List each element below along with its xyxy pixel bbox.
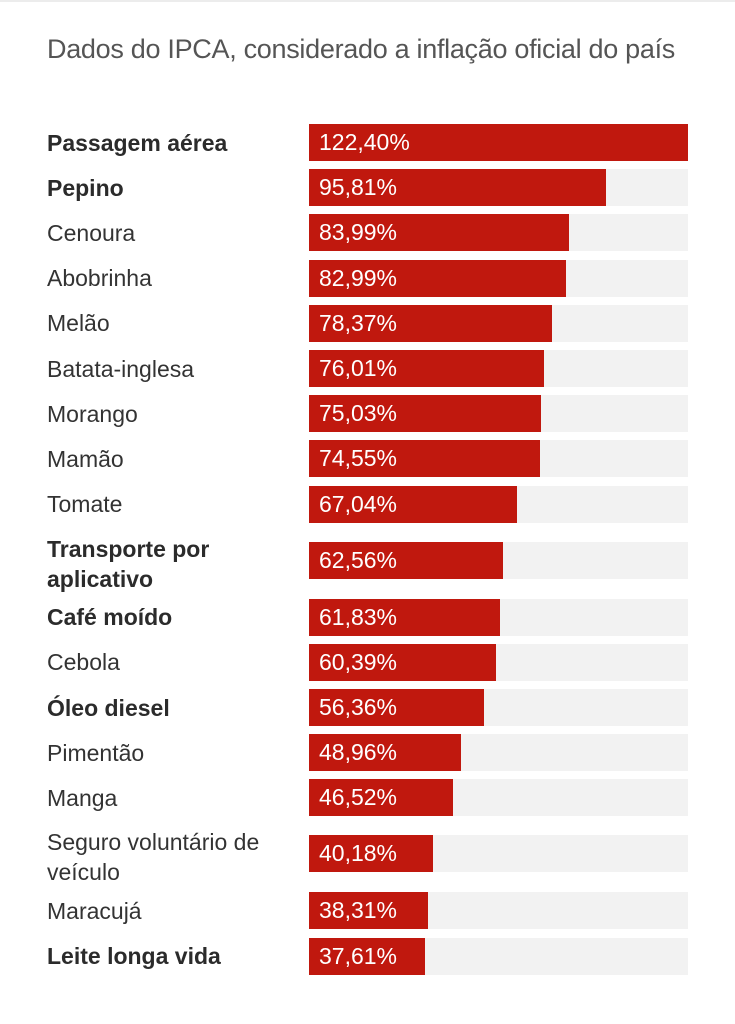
bar-track: 75,03% (309, 395, 688, 433)
top-divider (0, 0, 735, 2)
bar (309, 124, 688, 161)
data-label: 67,04% (319, 490, 398, 517)
data-label: 122,40% (319, 129, 410, 155)
category-label: Maracujá (47, 897, 142, 924)
bar-track: 95,81% (309, 169, 688, 207)
data-label: 83,99% (319, 219, 398, 246)
data-label: 40,18% (319, 840, 398, 867)
category-label: Manga (47, 784, 118, 811)
category-label: Cenoura (47, 219, 136, 246)
data-label: 37,61% (319, 942, 398, 969)
bar (309, 350, 545, 387)
bar (309, 395, 542, 433)
bar-track: 122,40% (309, 124, 688, 161)
data-label: 60,39% (319, 648, 398, 675)
bar (309, 304, 552, 342)
bar-track: 76,01% (309, 350, 688, 387)
data-label: 74,55% (319, 445, 398, 472)
category-label: Óleo diesel (47, 694, 170, 721)
data-label: 56,36% (319, 694, 398, 720)
bar (309, 440, 540, 478)
bar-track: 62,56% (309, 541, 688, 579)
bar (309, 485, 517, 523)
data-label: 38,31% (319, 897, 398, 924)
bar-track: 40,18% (309, 835, 688, 873)
category-label: Pepino (47, 174, 124, 201)
category-label: Seguro voluntário de veículo (47, 829, 260, 886)
data-label: 78,37% (319, 309, 398, 336)
data-label: 75,03% (319, 400, 398, 427)
data-label: 46,52% (319, 784, 398, 811)
bar-track: 56,36% (309, 689, 688, 726)
bar (309, 892, 428, 930)
bar (309, 259, 566, 297)
bar-track: 48,96% (309, 734, 688, 772)
bar-track: 46,52% (309, 779, 688, 817)
bar-track: 60,39% (309, 643, 688, 681)
bar (309, 598, 501, 636)
category-label: Passagem aérea (47, 129, 228, 156)
bar (309, 643, 496, 681)
bar-track: 82,99% (309, 259, 688, 297)
bar-track: 67,04% (309, 485, 688, 523)
chart-title: Dados do IPCA, considerado a inflação of… (47, 34, 675, 64)
bar (309, 169, 606, 207)
bar (309, 835, 434, 873)
bar-track: 78,37% (309, 304, 688, 342)
bar (309, 734, 461, 772)
data-label: 61,83% (319, 603, 398, 630)
data-label: 95,81% (319, 174, 398, 201)
data-label: 62,56% (319, 546, 398, 573)
category-label: Mamão (47, 445, 124, 472)
category-label: Leite longa vida (47, 943, 221, 970)
category-label: Pimentão (47, 739, 145, 766)
category-label: Batata-inglesa (47, 355, 195, 382)
data-label: 82,99% (319, 264, 398, 291)
data-label: 48,96% (319, 739, 398, 766)
category-label: Morango (47, 400, 138, 427)
bar (309, 214, 570, 252)
bar (309, 937, 426, 975)
category-label: Transporte por aplicativo (47, 535, 210, 592)
bar-track: 37,61% (309, 937, 688, 975)
data-label: 76,01% (319, 355, 398, 381)
bar (309, 689, 484, 726)
bar-track: 74,55% (309, 440, 688, 478)
bar-track: 38,31% (309, 892, 688, 930)
category-label: Melão (47, 310, 110, 337)
bar-track: 83,99% (309, 214, 688, 252)
category-label: Abobrinha (47, 265, 152, 292)
category-label: Cebola (47, 649, 120, 676)
category-label: Café moído (47, 604, 173, 631)
category-label: Tomate (47, 491, 123, 518)
bar (309, 779, 454, 817)
bar (309, 541, 503, 579)
bar-track: 61,83% (309, 598, 688, 636)
